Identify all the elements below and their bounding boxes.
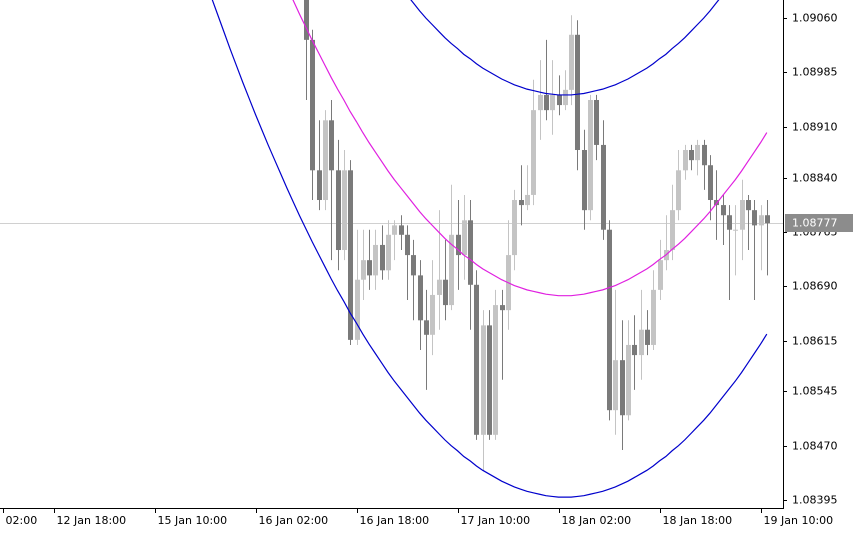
candle-body [651,289,656,345]
x-tick-label: 19 Jan 10:00 [764,514,834,527]
x-tick-label: 17 Jan 10:00 [461,514,531,527]
candle-body [544,94,549,111]
candle-body [727,215,732,230]
candle-body [449,234,454,306]
candle-body [329,120,334,171]
candle-body [575,34,580,151]
y-tick-label: 1.09060 [792,12,838,25]
candle-body [733,229,738,231]
candle-body [310,39,315,171]
candle-body [708,165,713,201]
candle-body [462,220,467,256]
candle-body [550,94,555,111]
candle-body [474,284,479,435]
x-tick-label: 18 Jan 18:00 [663,514,733,527]
y-tick-label: 1.08395 [792,494,838,507]
current-price-label: 1.08777 [792,217,838,230]
candle-body [695,144,700,161]
candle-body [437,279,442,295]
candle-body [676,170,681,211]
candle-body [512,200,517,256]
candle-body [594,100,599,145]
x-tick-label: 02:00 [6,514,38,527]
x-tick-label: 18 Jan 02:00 [562,514,632,527]
candle-body [531,110,536,195]
candle-body [613,360,618,411]
candle-body [468,220,473,285]
candle-body [557,94,562,106]
candle-body [632,344,637,356]
candle-body [443,279,448,306]
candle-body [481,325,486,435]
candle-body [740,200,745,230]
y-tick-label: 1.08470 [792,440,838,453]
candle-body [386,234,391,271]
candle-body [639,329,644,356]
candle-body [582,150,587,211]
candle-body [430,294,435,335]
candle-body [418,275,423,321]
candle-body [456,234,461,256]
candle-body [392,225,397,235]
candle-body [620,360,625,416]
candle-body [569,34,574,90]
y-tick-label: 1.08545 [792,385,838,398]
y-tick-label: 1.08615 [792,335,838,348]
candle-body [702,144,707,166]
x-tick-label: 15 Jan 10:00 [158,514,228,527]
candle-body [487,325,492,435]
candle-body [336,170,341,251]
candle-body [601,144,606,230]
candle-body [493,305,498,435]
candle-body [424,320,429,335]
candle-body [683,150,688,171]
candle-body [304,0,309,40]
candle-body [626,344,631,416]
candle-body [759,215,764,226]
candle-body [525,194,530,206]
candle-body [538,94,543,111]
candle-body [519,200,524,206]
candle-body [563,89,568,106]
y-tick-label: 1.08690 [792,280,838,293]
y-tick-label: 1.08840 [792,172,838,185]
x-tick-label: 12 Jan 18:00 [57,514,127,527]
candle-body [380,244,385,271]
candle-body [399,225,404,235]
candle-body [367,260,372,276]
candle-body [342,170,347,251]
candle-body [317,170,322,201]
candle-body [752,210,757,226]
candle-body [721,205,726,216]
candle-body [670,210,675,251]
candle-body [689,150,694,161]
channel-line [292,0,768,297]
channel-line [211,0,768,498]
candle-body [373,244,378,276]
candle-body [607,229,612,411]
candle-body [765,215,770,224]
candle-body [361,260,366,280]
y-tick-label: 1.08910 [792,121,838,134]
candle-body [411,255,416,276]
x-tick-label: 16 Jan 18:00 [360,514,430,527]
current-price-box [785,214,853,232]
candle-body [588,100,593,211]
candle-body [348,170,353,340]
candle-body [500,305,505,311]
plot-area [0,0,783,498]
candle-body [355,279,360,340]
candle-body [658,260,663,290]
channel-line [410,0,720,96]
candle-body [323,120,328,201]
candle-body [746,200,751,211]
candle-body [405,234,410,256]
candle-body [645,329,650,345]
x-tick-label: 16 Jan 02:00 [259,514,329,527]
y-tick-label: 1.08985 [792,66,838,79]
